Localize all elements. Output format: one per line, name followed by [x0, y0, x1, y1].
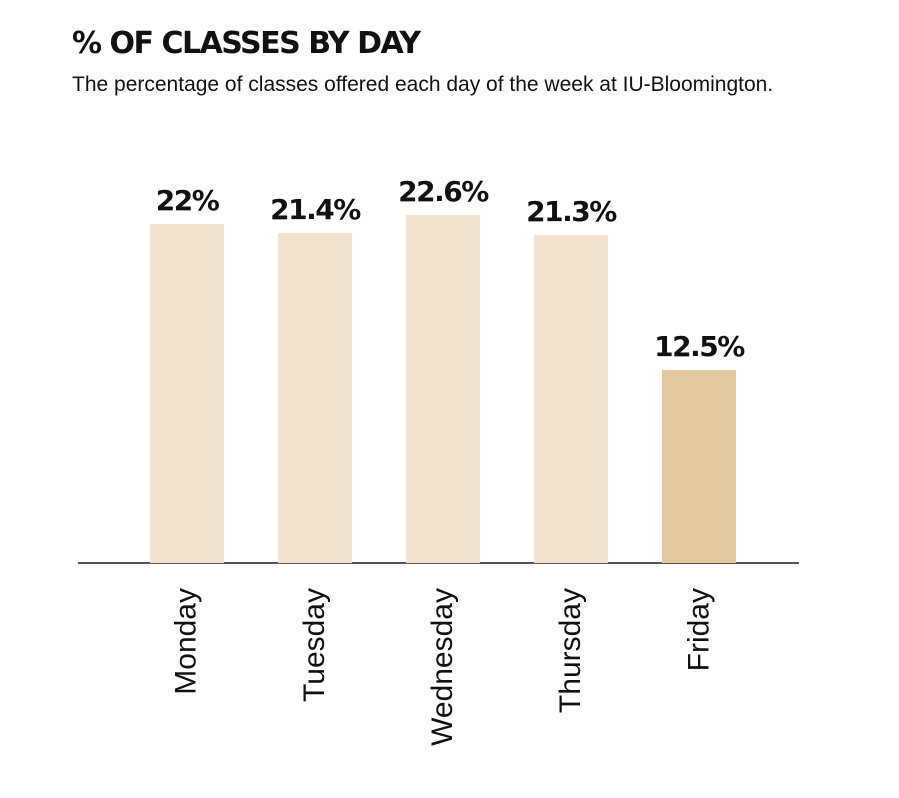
bar-monday: [150, 223, 224, 563]
x-tick-text: Wednesday: [426, 588, 459, 746]
data-label-tuesday: 21.4%: [270, 193, 361, 226]
data-label-wednesday: 22.6%: [398, 174, 489, 208]
x-tick-text: Monday: [170, 588, 203, 695]
x-tick-text: Friday: [682, 588, 715, 672]
x-axis-line: [78, 562, 799, 564]
data-label-friday: 12.5%: [654, 330, 745, 364]
x-tick-text: Tuesday: [298, 588, 331, 702]
bar-thursday: [534, 234, 608, 563]
data-label-thursday: 21.3%: [526, 194, 617, 228]
x-tick-text: Thursday: [554, 588, 587, 714]
bar-friday: [662, 370, 736, 563]
data-label-monday: 22%: [155, 183, 220, 217]
bar-tuesday: [278, 233, 352, 563]
bar-wednesday: [406, 214, 480, 563]
chart-subtitle: The percentage of classes offered each d…: [72, 73, 774, 96]
chart-title: % OF CLASSES BY DAY: [72, 26, 421, 61]
